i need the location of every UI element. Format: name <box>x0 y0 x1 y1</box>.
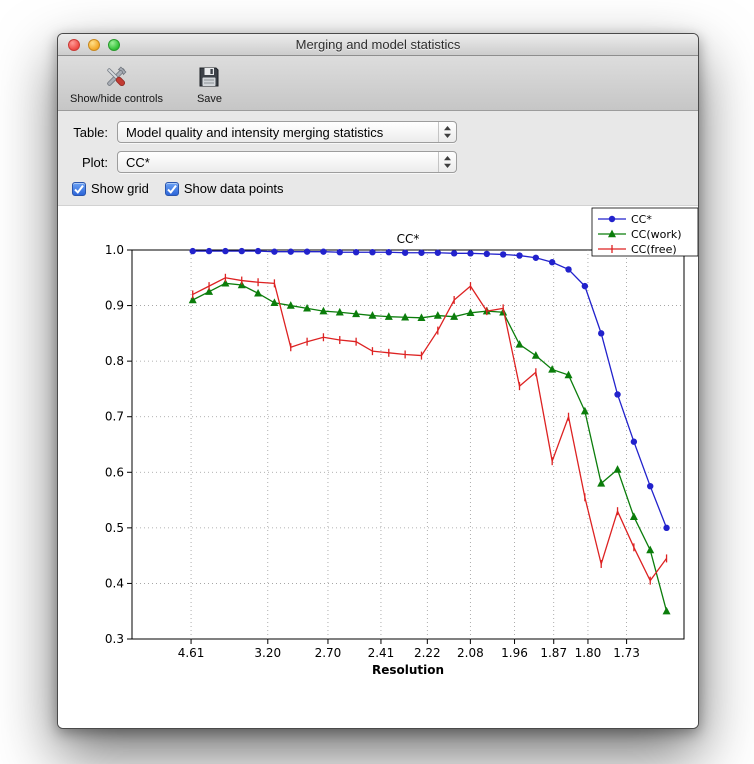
save-button[interactable]: Save <box>193 60 226 106</box>
chart-series-CC(work) <box>188 278 671 615</box>
svg-text:4.61: 4.61 <box>178 646 205 660</box>
minimize-button[interactable] <box>88 38 100 51</box>
svg-text:2.08: 2.08 <box>457 646 484 660</box>
save-label: Save <box>196 93 223 105</box>
svg-text:CC*: CC* <box>631 213 652 226</box>
chart-series-CC(free) <box>192 273 668 585</box>
svg-text:0.4: 0.4 <box>105 576 124 590</box>
svg-text:CC(work): CC(work) <box>631 228 682 241</box>
plot-label: Plot: <box>81 154 108 170</box>
chart-xlabel: Resolution <box>372 663 444 677</box>
checkbox-check-icon <box>164 181 179 196</box>
svg-text:2.22: 2.22 <box>414 646 441 660</box>
svg-text:2.70: 2.70 <box>315 646 342 660</box>
chart-legend: CC* CC(work) CC(free) <box>591 207 698 257</box>
show-grid-checkbox[interactable]: Show grid <box>72 181 149 196</box>
svg-text:1.0: 1.0 <box>105 243 124 257</box>
toolbar: Show/hide controls Save <box>58 56 698 111</box>
plot-select[interactable]: CC* <box>117 151 457 173</box>
svg-text:Resolution: Resolution <box>372 663 444 677</box>
svg-text:2.41: 2.41 <box>368 646 395 660</box>
show-data-points-label: Show data points <box>183 181 284 196</box>
show-data-points-checkbox[interactable]: Show data points <box>164 181 284 196</box>
svg-text:CC(free): CC(free) <box>631 243 677 256</box>
plot-select-value: CC* <box>126 154 150 170</box>
svg-text:0.8: 0.8 <box>105 354 124 368</box>
svg-text:0.9: 0.9 <box>105 299 124 313</box>
chart-axes <box>131 249 685 640</box>
controls-panel: Table: Model quality and intensity mergi… <box>58 111 698 206</box>
svg-text:0.7: 0.7 <box>105 410 124 424</box>
table-label: Table: <box>73 124 108 140</box>
chart-title: CC* <box>397 232 420 246</box>
svg-text:1.96: 1.96 <box>501 646 528 660</box>
combo-arrows-icon <box>438 152 456 172</box>
show-hide-controls-button[interactable]: Show/hide controls <box>66 60 167 106</box>
plot-area: 0.3 0.4 0.5 0.6 0.7 0.8 0.9 1.0 4.61 3.20 2.70 2.41… <box>58 206 698 728</box>
tools-icon <box>102 61 130 92</box>
zoom-button[interactable] <box>108 38 120 51</box>
svg-text:1.73: 1.73 <box>613 646 640 660</box>
svg-text:1.87: 1.87 <box>540 646 567 660</box>
chart-series-CC* <box>189 247 670 532</box>
window-title: Merging and model statistics <box>295 37 461 52</box>
show-hide-controls-label: Show/hide controls <box>70 93 163 105</box>
svg-text:1.80: 1.80 <box>575 646 602 660</box>
floppy-icon <box>197 61 221 92</box>
close-button[interactable] <box>68 38 80 51</box>
traffic-lights <box>68 38 120 51</box>
combo-arrows-icon <box>438 122 456 142</box>
svg-text:CC*: CC* <box>397 232 420 246</box>
y-axis-labels: 0.3 0.4 0.5 0.6 0.7 0.8 0.9 1.0 <box>105 243 132 646</box>
svg-text:3.20: 3.20 <box>254 646 281 660</box>
app-window: Merging and model statistics Show/hide c… <box>57 33 699 729</box>
svg-text:0.5: 0.5 <box>105 521 124 535</box>
table-select-value: Model quality and intensity merging stat… <box>126 124 384 140</box>
svg-text:0.3: 0.3 <box>105 632 124 646</box>
chart-canvas[interactable]: 0.3 0.4 0.5 0.6 0.7 0.8 0.9 1.0 4.61 3.20 2.70 2.41… <box>72 206 699 686</box>
table-select[interactable]: Model quality and intensity merging stat… <box>117 121 457 143</box>
checkbox-check-icon <box>72 181 86 196</box>
titlebar: Merging and model statistics <box>58 34 698 56</box>
x-axis-labels: 4.61 3.20 2.70 2.41 2.22 2.08 1.96 1.87 1.80 1.73 <box>178 639 640 660</box>
svg-text:0.6: 0.6 <box>105 465 124 479</box>
show-grid-label: Show grid <box>91 181 149 196</box>
